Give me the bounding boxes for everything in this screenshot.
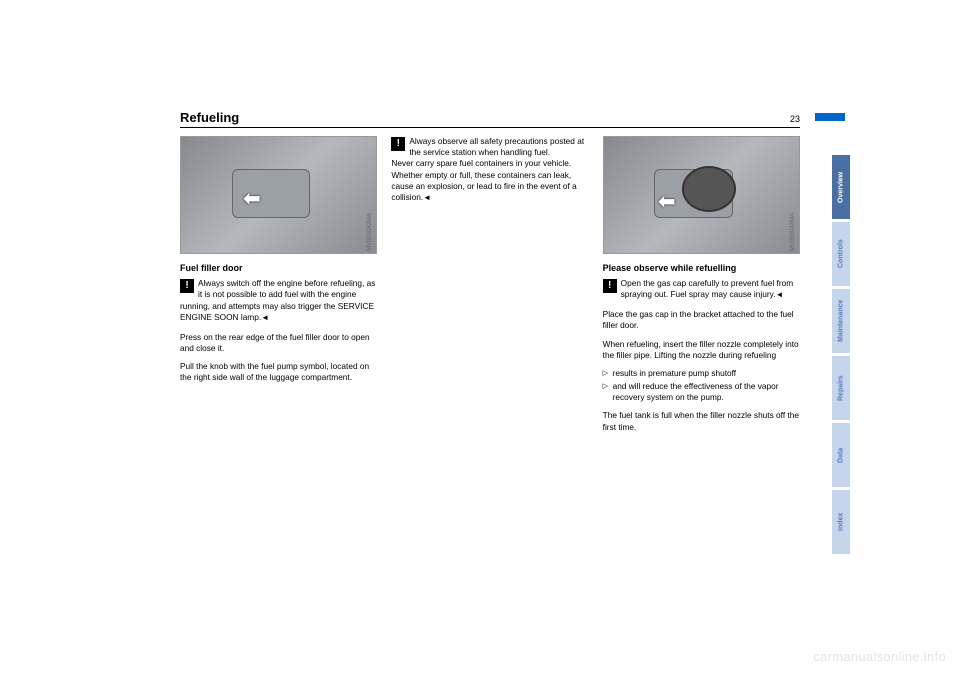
warning-text: Always switch off the engine before refu… — [180, 278, 375, 322]
subhead-fuel-filler-door: Fuel filler door — [180, 262, 377, 274]
subhead-observe-refuelling: Please observe while refuelling — [603, 262, 800, 274]
tab-index[interactable]: Index — [832, 490, 850, 554]
warning-icon: ! — [603, 279, 617, 293]
paragraph: The fuel tank is full when the filler no… — [603, 410, 800, 432]
warning-text-cont: Never carry spare fuel containers in you… — [391, 158, 576, 202]
warning-block-1: ! Always switch off the engine before re… — [180, 278, 377, 323]
tab-repairs[interactable]: Repairs — [832, 356, 850, 420]
page-number: 23 — [790, 114, 800, 124]
bullet-item: and will reduce the effectiveness of the… — [603, 381, 800, 403]
arrow-icon: ⬅ — [244, 186, 261, 213]
section-marker — [815, 113, 845, 121]
illustration-gas-cap: ⬅ MV000042MA — [603, 136, 800, 254]
illustration-fuel-door: ⬅ MV000042MA — [180, 136, 377, 254]
illustration-code: MV000042MA — [366, 213, 374, 251]
tab-maintenance[interactable]: Maintenance — [832, 289, 850, 353]
side-tabs: Overview Controls Maintenance Repairs Da… — [832, 155, 850, 557]
column-2: ! Always observe all safety precautions … — [391, 136, 588, 440]
warning-text: Open the gas cap carefully to prevent fu… — [621, 278, 794, 299]
end-mark — [775, 289, 783, 299]
end-mark — [423, 192, 431, 202]
warning-block-2: ! Always observe all safety precautions … — [391, 136, 588, 204]
tab-controls[interactable]: Controls — [832, 222, 850, 286]
paragraph: When refueling, insert the filler nozzle… — [603, 339, 800, 361]
illustration-code: MV000042MA — [789, 213, 797, 251]
tab-data[interactable]: Data — [832, 423, 850, 487]
bullet-text: and will reduce the effectiveness of the… — [613, 381, 779, 402]
page-title: Refueling — [180, 110, 239, 125]
tab-overview[interactable]: Overview — [832, 155, 850, 219]
warning-text: Always observe all safety precautions po… — [409, 136, 584, 157]
warning-block-3: ! Open the gas cap carefully to prevent … — [603, 278, 800, 301]
paragraph: Press on the rear edge of the fuel fille… — [180, 332, 377, 354]
watermark: carmanualsonline.info — [813, 649, 946, 664]
paragraph: Place the gas cap in the bracket attache… — [603, 309, 800, 331]
columns: ⬅ MV000042MA Fuel filler door ! Always s… — [180, 136, 800, 440]
arrow-icon: ⬅ — [658, 189, 675, 216]
warning-icon: ! — [391, 137, 405, 151]
column-3: ⬅ MV000042MA Please observe while refuel… — [603, 136, 800, 440]
paragraph: Pull the knob with the fuel pump symbol,… — [180, 361, 377, 383]
warning-icon: ! — [180, 279, 194, 293]
bullet-item: results in premature pump shutoff — [603, 368, 800, 379]
column-1: ⬅ MV000042MA Fuel filler door ! Always s… — [180, 136, 377, 440]
header-row: Refueling 23 — [180, 110, 800, 128]
page-content: Refueling 23 ⬅ MV000042MA Fuel filler do… — [180, 110, 800, 630]
end-mark — [261, 312, 269, 322]
